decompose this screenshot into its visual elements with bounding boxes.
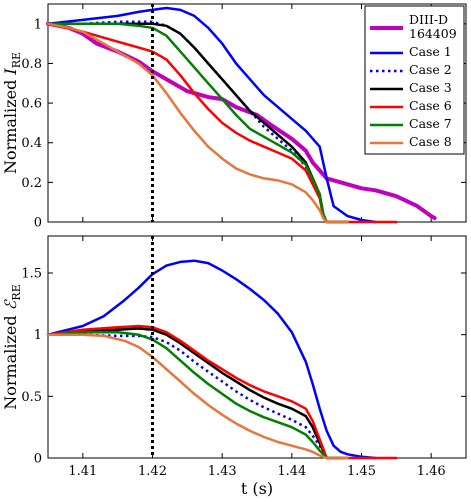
top-series-case-6 [46,22,398,224]
top-ytick-label: 1 [34,17,42,32]
top-ytick-label: 0.2 [21,176,42,191]
bottom-plot-frame [47,235,467,459]
bottom-series-case-6 [46,324,398,460]
legend-label: Case 1 [409,44,452,59]
bottom-series-case-7 [46,330,349,460]
xtick-label: 1.44 [277,464,306,479]
bottom-ylabel-prefix: Normalized [1,310,20,409]
bottom-x-tick-labels: 1.41 1.42 1.43 1.44 1.45 1.46 [68,464,445,479]
xtick-label: 1.45 [347,464,376,479]
xtick-label: 1.43 [208,464,237,479]
xtick-label: 1.46 [417,464,446,479]
legend-box [364,5,465,155]
top-plot-frame [47,3,467,223]
top-series-case-1 [46,6,377,224]
top-panel: 0 0.2 0.4 0.6 0.8 1 Normalized IRE DIII-D 1644… [1,3,467,231]
xtick-label: 1.41 [68,464,97,479]
bottom-ytick-label: 0.5 [21,390,42,405]
top-ytick-label: 0.4 [21,136,42,151]
top-ytick-label: 0 [34,216,42,231]
legend-label: Case 3 [409,80,452,95]
top-ylabel-symbol: I [1,68,20,76]
bottom-y-axis-label: Normalized ℰRE [1,284,23,409]
bottom-ytick-label: 1 [34,328,42,343]
bottom-panel: 0 0.5 1 1.5 1.41 1.42 1.43 1.44 1.45 1.46 Normal… [1,235,467,498]
top-ylabel-sub: RE [10,52,23,68]
top-ytick-label: 0.8 [21,57,42,72]
legend-label: Case 8 [409,134,452,149]
bottom-ytick-label: 1.5 [21,267,42,282]
bottom-series-case-3 [46,327,342,460]
bottom-series-case-1 [46,259,377,460]
bottom-y-tick-labels: 0 0.5 1 1.5 [21,267,42,467]
top-y-tick-labels: 0 0.2 0.4 0.6 0.8 1 [21,17,42,230]
xtick-label: 1.42 [138,464,167,479]
top-ytick-label: 0.6 [21,97,42,112]
top-series-case-8 [46,22,349,224]
bottom-ylabel-sub: RE [10,284,23,300]
top-y-axis-label: Normalized IRE [1,52,23,174]
legend: DIII-D 164409 Case 1 Case 2 Case 3 Case 6 Case… [364,5,465,155]
legend-label: Case 6 [409,98,452,113]
bottom-series-case-8 [46,333,349,460]
legend-label: Case 7 [409,116,452,131]
legend-label: Case 2 [409,62,452,77]
top-series-case-3 [46,22,349,224]
x-axis-label: t (s) [241,479,273,498]
bottom-series-lines [46,259,398,460]
top-series-case-7 [46,22,349,224]
bottom-ytick-label: 0 [34,452,42,467]
bottom-ylabel-symbol: ℰ [1,298,20,310]
top-ylabel-prefix: Normalized [1,75,20,174]
bottom-ticks [48,236,466,459]
top-series-lines [46,6,437,224]
legend-label: DIII-D 164409 [409,12,457,41]
